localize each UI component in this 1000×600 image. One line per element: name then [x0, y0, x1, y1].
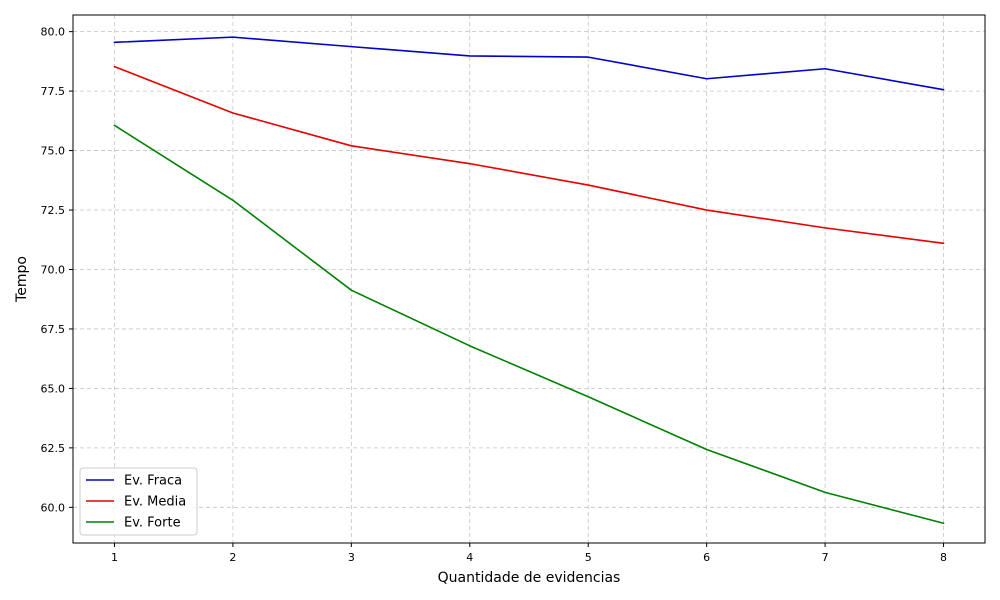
y-tick-label: 72.5: [41, 204, 66, 217]
series-lines: [113, 36, 945, 525]
y-tick-label: 75.0: [41, 145, 66, 158]
y-axis-label: Tempo: [14, 256, 30, 303]
x-tick-label: 2: [229, 551, 236, 564]
x-tick-label: 1: [111, 551, 118, 564]
x-axis-label: Quantidade de evidencias: [438, 570, 621, 586]
y-axis-ticks: 60.0 62.5 65.0 67.5 70.0 72.5 75.0 77.5 80.0: [41, 26, 73, 514]
x-axis-ticks: 1 2 3 4 5 6 7 8: [111, 543, 947, 564]
y-tick-label: 80.0: [41, 26, 66, 39]
y-tick-label: 65.0: [41, 382, 66, 395]
series-line-ev-media: [113, 65, 945, 245]
legend-box: [79, 467, 198, 536]
x-tick-label: 8: [940, 551, 947, 564]
legend-label: Ev. Forte: [124, 516, 181, 531]
x-tick-label: 5: [585, 551, 592, 564]
x-tick-label: 6: [703, 551, 710, 564]
y-tick-label: 70.0: [41, 263, 66, 276]
legend-label: Ev. Fraca: [124, 474, 182, 489]
y-tick-label: 60.0: [41, 501, 66, 514]
y-tick-label: 62.5: [41, 442, 66, 455]
legend-label: Ev. Media: [124, 495, 186, 510]
y-tick-label: 67.5: [41, 323, 66, 336]
plot-frame: [72, 14, 986, 544]
series-line-ev-forte: [113, 124, 945, 525]
x-tick-label: 7: [822, 551, 829, 564]
legend: Ev. Fraca Ev. Media Ev. Forte: [79, 467, 198, 536]
x-tick-label: 4: [466, 551, 473, 564]
x-tick-label: 3: [348, 551, 355, 564]
series-line-ev-fraca: [113, 36, 945, 91]
y-tick-label: 77.5: [41, 85, 66, 98]
grid-lines: [73, 15, 985, 543]
